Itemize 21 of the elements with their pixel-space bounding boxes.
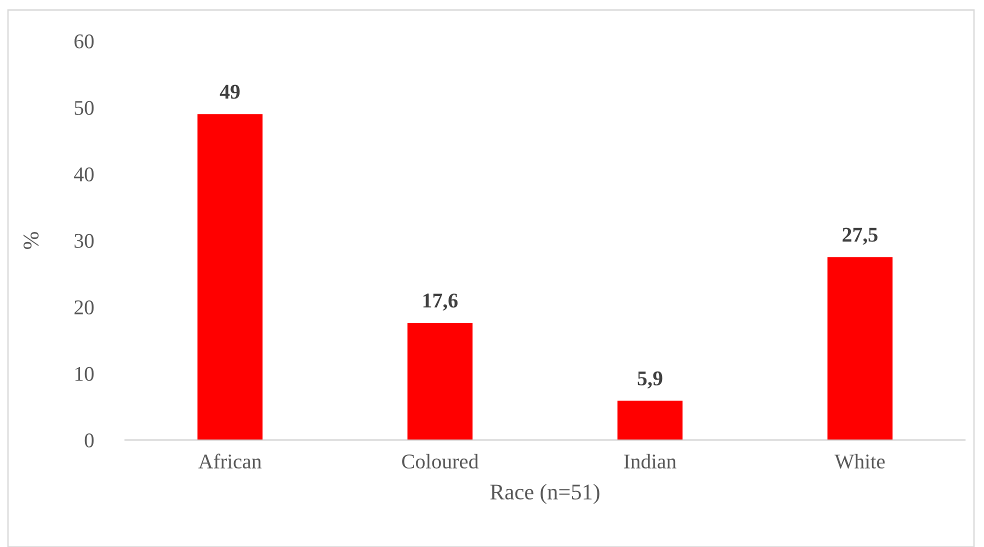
data-label: 49 xyxy=(220,84,240,99)
x-tick-label: Indian xyxy=(624,454,676,469)
y-tick-label: 50 xyxy=(74,100,94,115)
x-tick-label: Coloured xyxy=(402,454,479,469)
y-tick-label: 40 xyxy=(74,167,94,182)
data-label: 27,5 xyxy=(842,228,878,245)
bar xyxy=(197,114,263,440)
data-label: 17,6 xyxy=(423,294,458,311)
x-tick-label: White xyxy=(834,454,885,469)
data-label: 5,9 xyxy=(638,371,662,388)
bar xyxy=(617,400,683,440)
y-tick-label: 60 xyxy=(74,34,94,48)
y-tick-label: 30 xyxy=(74,234,94,248)
y-tick-label: 10 xyxy=(75,366,94,381)
y-tick-label: 20 xyxy=(74,300,94,314)
x-tick-label: African xyxy=(198,454,262,469)
y-tick-label: 0 xyxy=(84,433,94,448)
x-axis-title: Race (n=51) xyxy=(490,484,600,504)
bar xyxy=(407,322,473,440)
y-axis-title: % xyxy=(24,232,39,249)
bar xyxy=(827,257,893,440)
